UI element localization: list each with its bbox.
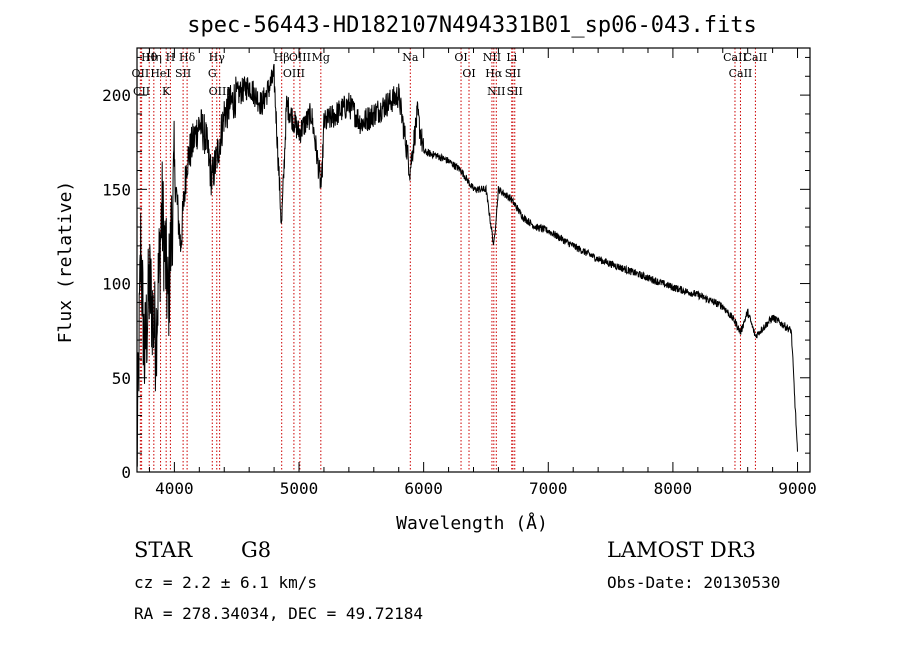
line-label-1: OII [132,67,150,80]
x-tick-label-1: 5000 [280,479,319,498]
line-label-5: K [162,85,171,98]
spectral-subclass: G8 [241,538,272,562]
y-tick-label-1: 50 [112,369,131,388]
line-label-6: H [166,51,176,64]
line-label-16: Na [402,51,419,64]
line-label-0: Hθ [141,51,158,64]
line-label-12: Hβ [274,51,290,64]
line-label-25: CaII [723,51,747,64]
y-tick-label-3: 150 [102,180,131,199]
line-label-20: Hα [485,67,503,80]
line-label-15: Mg [312,51,330,64]
axis-ticks: 4000 5000 6000 7000 8000 9000 0 50 100 150 200 [102,48,817,498]
line-label-7: SII [175,67,191,80]
observation-date: Obs-Date: 20130530 [607,573,781,592]
emission-line-markers [139,48,756,472]
chart-title: spec-56443-HD182107N494331B01_sp06-043.f… [187,13,757,38]
line-label-18: OI [462,67,475,80]
x-tick-label-2: 6000 [404,479,443,498]
line-label-22: Li [506,51,517,64]
line-label-14: OIII [289,51,311,64]
y-axis-label: Flux (relative) [55,181,76,344]
plot-frame [136,47,811,473]
y-tick-label-0: 0 [121,463,131,482]
line-label-23: SII [505,67,521,80]
line-label-11: OIII [209,85,231,98]
line-label-2: CII [133,85,150,98]
line-label-9: Hγ [209,51,226,64]
line-label-19: NII [483,51,501,64]
x-tick-label-5: 9000 [778,479,817,498]
object-type: STAR [134,538,193,562]
line-label-4: HeI [150,67,170,80]
ra-dec-coordinates: RA = 278.34034, DEC = 49.72184 [134,604,423,623]
x-tick-label-3: 7000 [529,479,568,498]
line-label-10: G [208,67,217,80]
x-tick-label-4: 8000 [654,479,693,498]
line-label-27: CaII [744,51,768,64]
survey-name: LAMOST DR3 [607,538,756,562]
y-tick-label-4: 200 [102,86,131,105]
flux-series-line [136,63,798,467]
line-label-21: NII [487,85,505,98]
x-axis-label: Wavelength (Å) [396,512,548,534]
line-label-17: OI [454,51,467,64]
line-label-8: Hδ [179,51,196,64]
line-label-3: Hη [146,51,162,64]
redshift-cz: cz = 2.2 ± 6.1 km/s [134,573,318,592]
line-label-26: CaII [729,67,753,80]
line-label-13: OIII [283,67,305,80]
line-label-24: SII [507,85,523,98]
y-tick-label-2: 100 [102,275,131,294]
x-tick-label-0: 4000 [155,479,194,498]
